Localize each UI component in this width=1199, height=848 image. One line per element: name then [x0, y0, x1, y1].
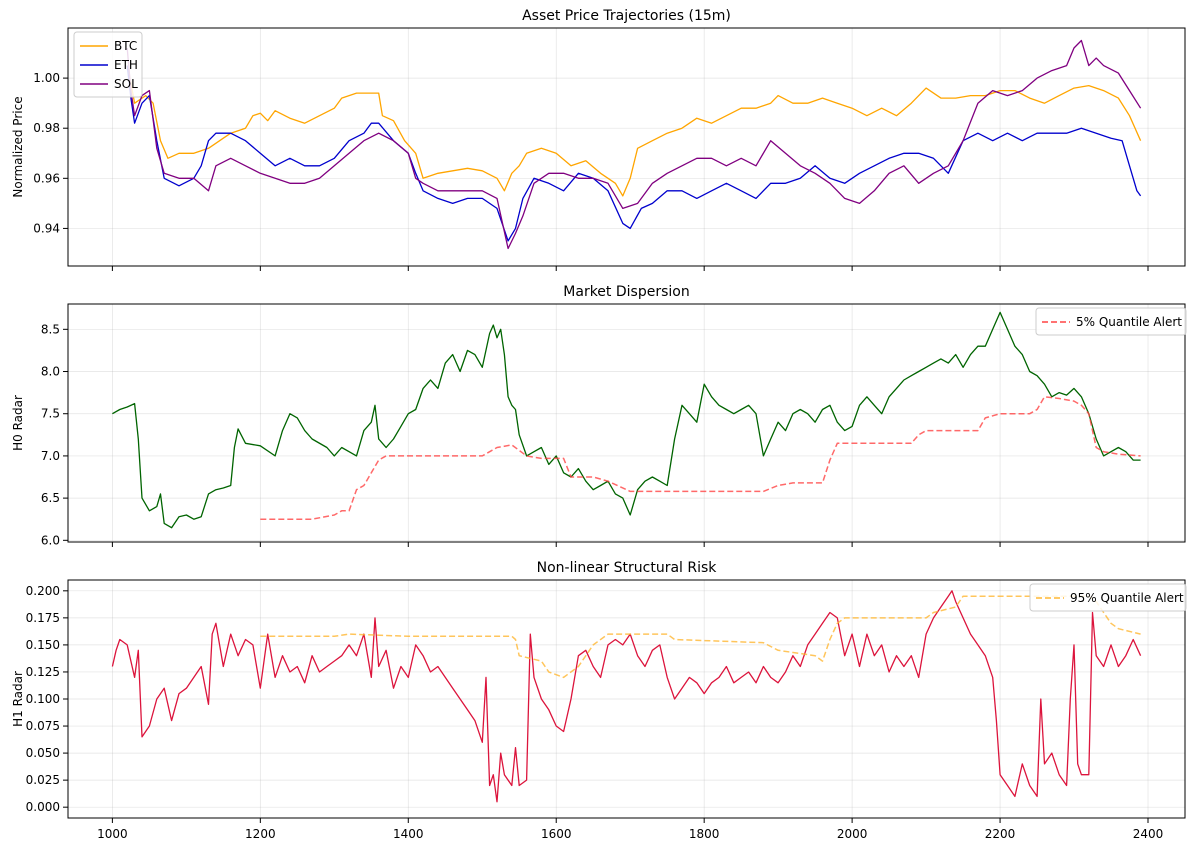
- y-tick-label: 0.200: [26, 584, 60, 598]
- series-group: [111, 590, 1142, 803]
- x-tick-label: 1200: [245, 827, 276, 841]
- y-tick-label: 0.050: [26, 746, 60, 760]
- y-tick-label: 1.00: [33, 71, 60, 85]
- y-axis-label: Normalized Price: [11, 96, 25, 197]
- series-group: [112, 311, 1141, 529]
- y-tick-label: 0.075: [26, 719, 60, 733]
- y-tick-label: 8.5: [41, 322, 60, 336]
- x-tick-label: 1600: [541, 827, 572, 841]
- x-tick-label: 1000: [97, 827, 128, 841]
- grid: [68, 304, 1185, 542]
- y-tick-label: 8.0: [41, 365, 60, 379]
- legend-label-5-quantile-alert: 5% Quantile Alert: [1076, 315, 1182, 329]
- y-tick-label: 0.125: [26, 665, 60, 679]
- y-tick-label: 6.5: [41, 491, 60, 505]
- series-line-sol: [126, 39, 1142, 250]
- x-tick-label: 2400: [1133, 827, 1164, 841]
- y-tick-label: 0.96: [33, 171, 60, 185]
- series-line-95-quantile-alert: [260, 595, 1141, 679]
- chart-title: Non-linear Structural Risk: [537, 560, 718, 576]
- y-axis-label: H1 Radar: [11, 671, 25, 727]
- legend-label-sol: SOL: [114, 77, 138, 91]
- legend: 5% Quantile Alert: [1035, 307, 1187, 336]
- plot-frame: [67, 303, 1186, 543]
- legend-label-eth: ETH: [114, 58, 138, 72]
- panel-structural-risk: 0.000 0.025 0.050 0.075 0.100 0.125 0.150 0.175…: [11, 560, 1187, 841]
- x-tick-label: 1400: [393, 827, 424, 841]
- legend: 95% Quantile Alert: [1029, 583, 1187, 612]
- grid: [68, 28, 1185, 266]
- series-group: [126, 39, 1142, 250]
- grid: [68, 580, 1185, 818]
- y-tick-label: 0.100: [26, 692, 60, 706]
- y-tick-label: 0.98: [33, 121, 60, 135]
- y-tick-label: 0.000: [26, 800, 60, 814]
- legend-label-95-quantile-alert: 95% Quantile Alert: [1070, 591, 1184, 605]
- y-tick-label: 7.0: [41, 449, 60, 463]
- y-tick-label: 7.5: [41, 407, 60, 421]
- legend-box: [1035, 307, 1187, 336]
- series-line-main: [112, 311, 1141, 529]
- y-tick-label: 0.025: [26, 773, 60, 787]
- series-line-main: [111, 590, 1142, 803]
- legend-label-btc: BTC: [114, 39, 137, 53]
- plot-frame: [67, 27, 1186, 267]
- series-line-eth: [126, 65, 1142, 242]
- chart-title: Asset Price Trajectories (15m): [522, 8, 731, 24]
- series-line-btc: [126, 65, 1142, 197]
- y-tick-label: 0.175: [26, 611, 60, 625]
- legend-box: [1029, 583, 1187, 612]
- x-tick-label: 2200: [985, 827, 1016, 841]
- x-tick-label: 1800: [689, 827, 720, 841]
- panel-market-dispersion: 6.0 6.5 7.0 7.5 8.0 8.5 Market Dispersion H0 Ra…: [11, 284, 1187, 547]
- y-axis-label: H0 Radar: [11, 395, 25, 451]
- x-tick-label: 2000: [837, 827, 868, 841]
- legend: BTC ETH SOL: [73, 31, 143, 98]
- series-line-5-quantile-alert: [260, 396, 1141, 520]
- chart-title: Market Dispersion: [563, 284, 689, 300]
- y-tick-label: 0.94: [33, 221, 60, 235]
- y-tick-label: 6.0: [41, 533, 60, 547]
- panel-price-trajectories: 0.94 0.96 0.98 1.00 Asset Price Trajectories…: [11, 8, 1186, 271]
- y-tick-label: 0.150: [26, 638, 60, 652]
